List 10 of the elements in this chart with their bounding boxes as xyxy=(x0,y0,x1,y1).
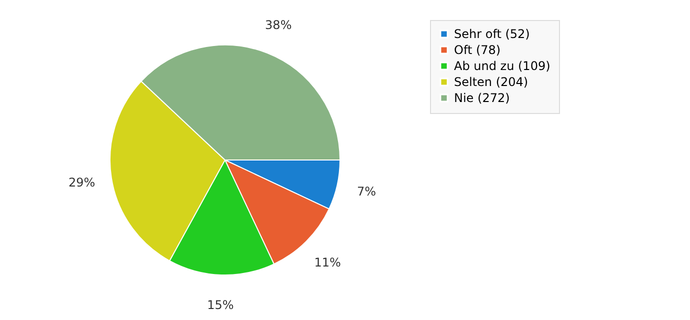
legend-label: Nie (272) xyxy=(454,91,510,105)
data-label: 38% xyxy=(265,18,292,32)
legend-label: Ab und zu (109) xyxy=(454,59,550,73)
legend-label: Selten (204) xyxy=(454,75,528,89)
legend-label: Oft (78) xyxy=(454,43,501,57)
data-label: 11% xyxy=(314,256,341,270)
data-label: 29% xyxy=(68,176,96,190)
data-label: 7% xyxy=(356,184,376,199)
data-label: 15% xyxy=(207,298,234,312)
legend-label: Sehr oft (52) xyxy=(454,27,530,41)
